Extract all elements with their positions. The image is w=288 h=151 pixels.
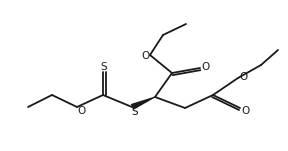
- Polygon shape: [131, 96, 155, 110]
- Text: O: O: [241, 106, 249, 116]
- Text: S: S: [132, 107, 138, 117]
- Text: O: O: [141, 51, 149, 61]
- Text: O: O: [239, 72, 247, 82]
- Text: O: O: [77, 106, 85, 116]
- Text: O: O: [201, 62, 209, 72]
- Text: S: S: [101, 62, 107, 72]
